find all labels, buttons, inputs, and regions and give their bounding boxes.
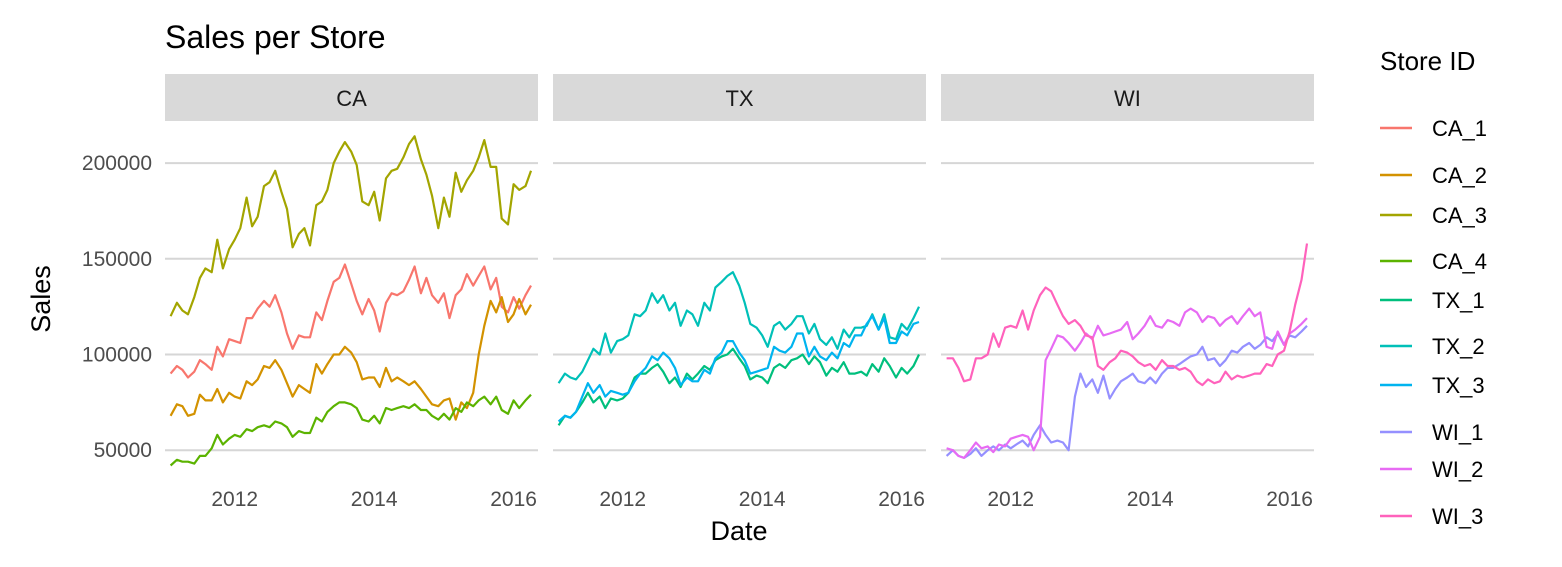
series-line-ca-2 — [169, 296, 532, 421]
legend-title: Store ID — [1380, 46, 1475, 76]
series-line-tx-1 — [557, 347, 920, 426]
series-line-ca-1 — [169, 263, 532, 379]
x-tick-label: 2014 — [739, 488, 786, 511]
chart-title: Sales per Store — [165, 19, 386, 55]
series-line-ca-3 — [169, 135, 533, 317]
facet-strip-label: TX — [725, 86, 753, 111]
series-line-tx-2 — [557, 271, 920, 384]
series-line-tx-3 — [557, 315, 920, 423]
legend-label: WI_1 — [1432, 420, 1483, 445]
y-tick-label: 100000 — [82, 344, 152, 367]
legend-label: TX_3 — [1432, 373, 1485, 398]
legend-label: CA_2 — [1432, 163, 1487, 188]
series-line-ca-4 — [169, 393, 532, 467]
facet-strip-label: WI — [1114, 86, 1141, 111]
legend-label: CA_4 — [1432, 249, 1487, 274]
y-tick-label: 200000 — [82, 152, 152, 175]
x-tick-label: 2014 — [1127, 488, 1174, 511]
y-tick-label: 50000 — [94, 439, 152, 462]
y-axis-label: Sales — [26, 265, 56, 333]
x-tick-label: 2014 — [351, 488, 398, 511]
facet-panel-ca: CA 2012 2014 2016 50000 100000 150000 200000 — [82, 74, 538, 511]
legend-label: WI_3 — [1432, 504, 1483, 529]
series-line-wi-2 — [946, 307, 1308, 459]
x-tick-label: 2016 — [490, 488, 537, 511]
legend-label: TX_2 — [1432, 334, 1485, 359]
x-tick-label: 2016 — [1266, 488, 1313, 511]
series-line-wi-1 — [945, 325, 1308, 459]
facet-strip — [165, 74, 538, 121]
facet-panel-wi: WI 2012 2014 2016 — [941, 74, 1314, 511]
facet-strip-label: CA — [336, 86, 367, 111]
legend-label: CA_3 — [1432, 203, 1487, 228]
legend-label: TX_1 — [1432, 288, 1485, 313]
x-tick-label: 2012 — [211, 488, 258, 511]
x-tick-label: 2016 — [878, 488, 925, 511]
facet-panels: CA 2012 2014 2016 50000 100000 150000 200000 TX 2… — [82, 74, 1314, 511]
legend-label: CA_1 — [1432, 116, 1487, 141]
x-tick-label: 2012 — [599, 488, 646, 511]
facet-strip — [553, 74, 926, 121]
legend-label: WI_2 — [1432, 457, 1483, 482]
facet-panel-tx: TX 2012 2014 2016 — [553, 74, 926, 511]
facet-strip — [941, 74, 1314, 121]
y-tick-label: 150000 — [82, 248, 152, 271]
legend: Store ID CA_1 CA_2 CA_3 CA_4 TX_1 TX_2 TX_3 WI_… — [1380, 46, 1487, 529]
series-line-wi-3 — [946, 243, 1309, 387]
x-axis-label: Date — [710, 516, 767, 546]
x-tick-label: 2012 — [987, 488, 1034, 511]
